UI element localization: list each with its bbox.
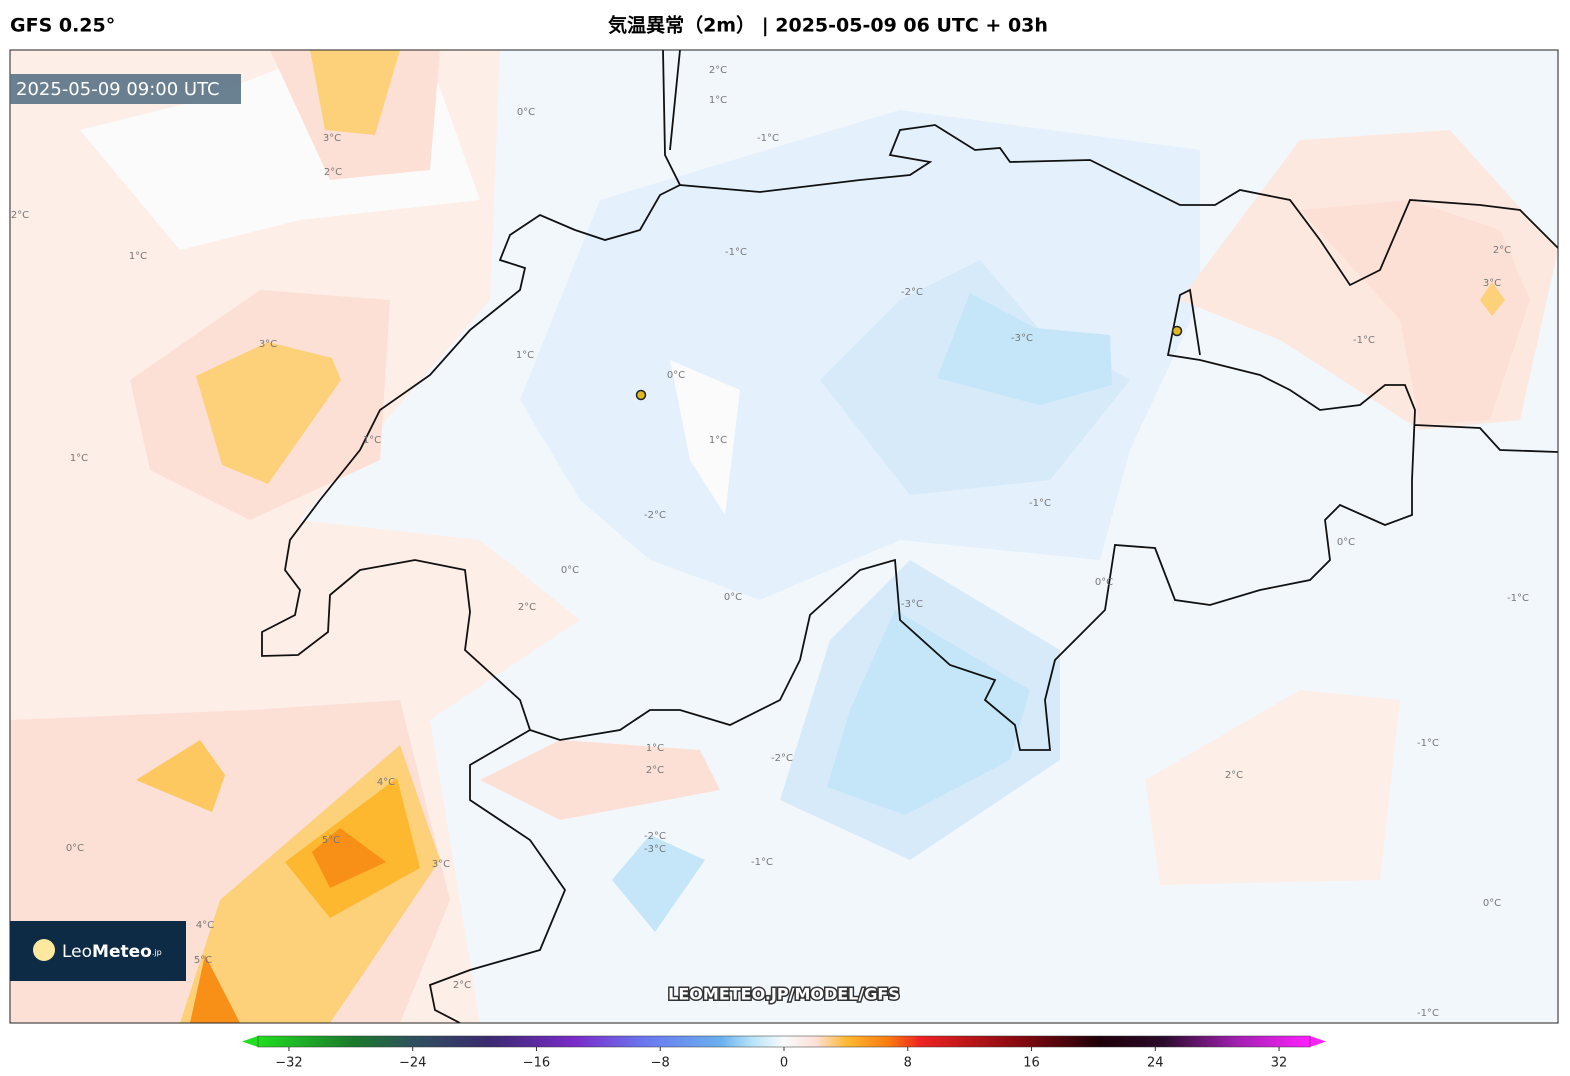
city-marker xyxy=(1171,325,1183,337)
colorbar-tick-label: −32 xyxy=(275,1056,302,1071)
contour-label: 1°C xyxy=(70,453,88,464)
colorbar-tick-label: −8 xyxy=(651,1056,670,1071)
colorbar-min-arrow xyxy=(242,1036,258,1047)
contour-label: 0°C xyxy=(724,592,742,603)
colorbar-tick-label: 32 xyxy=(1271,1056,1288,1071)
warm-area xyxy=(1300,200,1530,425)
neutral-area xyxy=(670,360,740,515)
logo-sun xyxy=(33,939,55,961)
contour-label: 2°C xyxy=(11,210,29,221)
contour-label: -1°C xyxy=(725,247,747,258)
colorbar: −32 −24 −16 −8 0 8 16 24 32 xyxy=(242,1035,1326,1071)
cold-patch xyxy=(827,610,1030,815)
contour-label: 4°C xyxy=(196,920,214,931)
contour-label: -1°C xyxy=(1417,738,1439,749)
contour-label: 3°C xyxy=(432,859,450,870)
contour-label: 1°C xyxy=(129,251,147,262)
map-frame xyxy=(9,49,1559,1024)
contour-label: 0°C xyxy=(561,565,579,576)
logo-meteo: Meteo xyxy=(92,942,152,962)
contour-label: 2°C xyxy=(709,65,727,76)
contour-label: 5°C xyxy=(194,955,212,966)
contour-label: -2°C xyxy=(644,831,666,842)
contour-label: 2°C xyxy=(1493,245,1511,256)
contour-label: -2°C xyxy=(771,753,793,764)
contour-label: 1°C xyxy=(516,350,534,361)
warm-patch xyxy=(196,342,341,484)
hot-patch xyxy=(190,955,240,1023)
contour-label: -3°C xyxy=(644,844,666,855)
hot-patch xyxy=(312,828,386,888)
warm-patch xyxy=(136,740,225,812)
contour-label: 3°C xyxy=(259,339,277,350)
contour-label: -3°C xyxy=(1011,333,1033,344)
contour-label: 2°C xyxy=(646,765,664,776)
contour-label: 3°C xyxy=(1483,278,1501,289)
timestamp: 2025-05-09 09:00 UTC xyxy=(16,79,220,100)
warm-patch xyxy=(310,50,400,135)
colorbar-scale xyxy=(257,1035,1311,1048)
colorbar-max-arrow xyxy=(1310,1036,1326,1047)
cold-patch xyxy=(937,293,1112,405)
map-title: 気温異常（2m） | 2025-05-09 06 UTC + 03h xyxy=(608,14,1048,37)
contour-label: -1°C xyxy=(1353,335,1375,346)
contour-label: 1°C xyxy=(709,95,727,106)
contour-label: 2°C xyxy=(324,167,342,178)
city-marker xyxy=(635,389,647,401)
contour-label: 0°C xyxy=(1337,537,1355,548)
contour-label: 0°C xyxy=(1483,898,1501,909)
contour-label: -2°C xyxy=(901,287,923,298)
colorbar-tick-label: 24 xyxy=(1147,1056,1164,1071)
logo-text: LeoMeteo.jp xyxy=(62,942,162,962)
contour-label: 0°C xyxy=(517,107,535,118)
border-line xyxy=(529,288,1558,751)
colorbar-tick-label: −16 xyxy=(523,1056,550,1071)
contour-label: 0°C xyxy=(667,370,685,381)
contour-label: -1°C xyxy=(757,133,779,144)
contour-label: -1°C xyxy=(1029,498,1051,509)
logo-suffix: .jp xyxy=(152,948,162,957)
contour-label: 2°C xyxy=(518,602,536,613)
cold-patch xyxy=(612,835,705,932)
contour-label: 2°C xyxy=(453,980,471,991)
contour-label: 2°C xyxy=(1225,770,1243,781)
contour-label: -1°C xyxy=(1417,1008,1439,1019)
map-area: 3°C 2°C 2°C 1°C 3°C 1°C 1°C 0°C 2°C 1°C -1°C -1°C -2… xyxy=(10,50,1558,1023)
contour-label: 4°C xyxy=(377,777,395,788)
warm-area xyxy=(1145,690,1400,885)
colorbar-tick-label: −24 xyxy=(399,1056,426,1071)
contour-label: 1°C xyxy=(709,435,727,446)
warm-area xyxy=(480,740,720,820)
contour-label: -2°C xyxy=(644,510,666,521)
model-name: GFS 0.25° xyxy=(10,15,115,37)
contour-label: 0°C xyxy=(1095,577,1113,588)
logo-leo: Leo xyxy=(62,942,92,962)
contour-label: 3°C xyxy=(323,133,341,144)
colorbar-tick-label: 8 xyxy=(904,1056,912,1071)
contour-label: -1°C xyxy=(751,857,773,868)
colorbar-tick-label: 16 xyxy=(1023,1056,1040,1071)
contour-label: 0°C xyxy=(66,843,84,854)
timestamp-box xyxy=(10,74,241,104)
contour-label: -1°C xyxy=(1507,593,1529,604)
border-line xyxy=(261,50,681,1023)
contour-label: 1°C xyxy=(363,435,381,446)
contour-label: 5°C xyxy=(322,835,340,846)
warm-patch xyxy=(1480,282,1505,316)
border-line xyxy=(662,50,1558,287)
colorbar-tick-label: 0 xyxy=(780,1056,788,1071)
contour-label: 1°C xyxy=(646,743,664,754)
contour-labels: 3°C 2°C 2°C 1°C 3°C 1°C 1°C 0°C 2°C 1°C -1°C -1°C -2… xyxy=(11,65,1529,1019)
contour-label: -3°C xyxy=(901,599,923,610)
watermark: LEOMETEO.JP/MODEL/GFS xyxy=(668,985,900,1004)
